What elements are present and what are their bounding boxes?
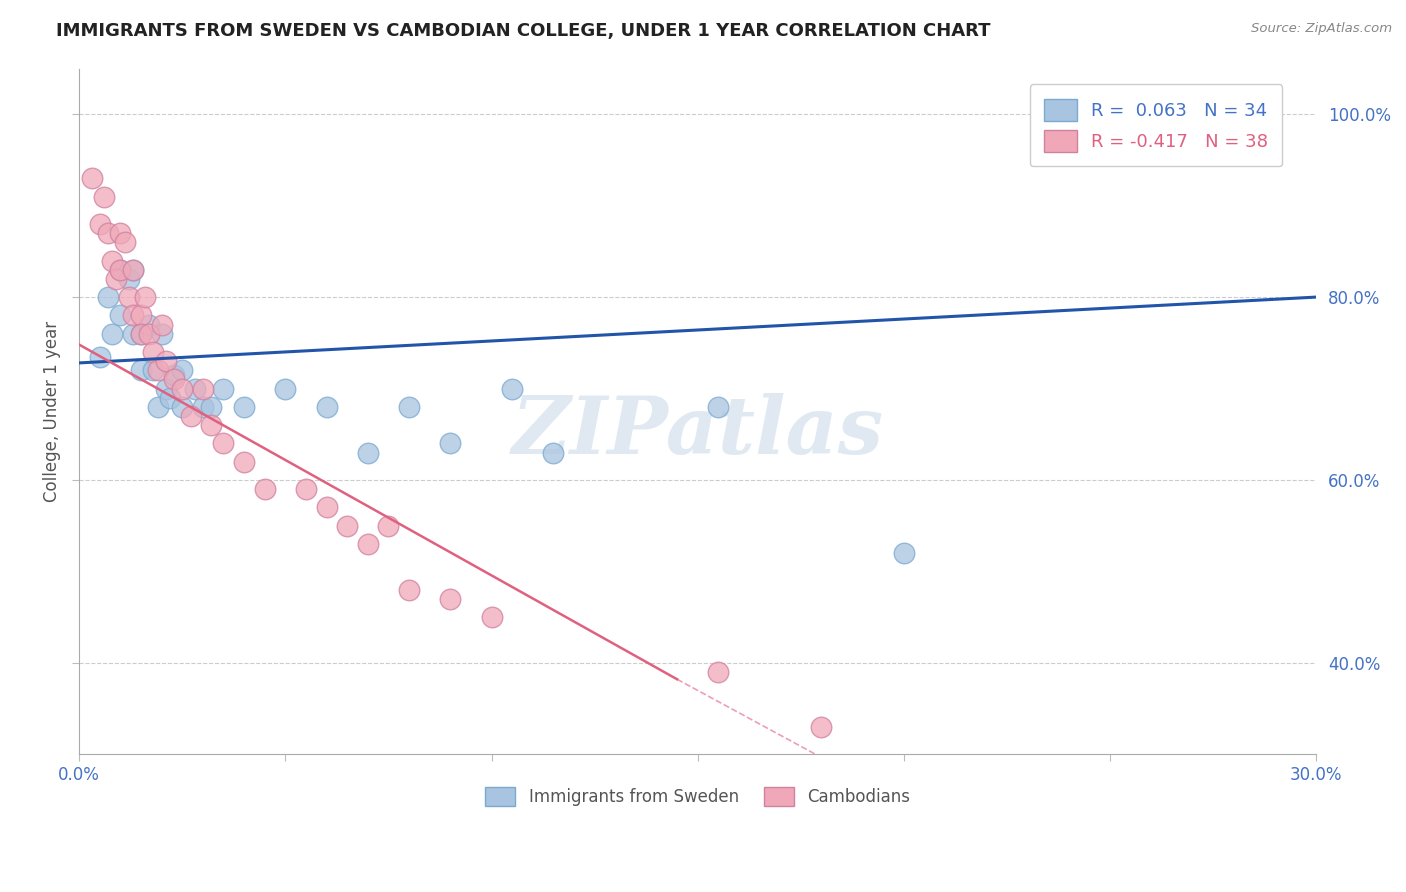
Point [179,409,201,423]
Text: IMMIGRANTS FROM SWEDEN VS CAMBODIAN COLLEGE, UNDER 1 YEAR CORRELATION CHART: IMMIGRANTS FROM SWEDEN VS CAMBODIAN COLL… [56,22,991,40]
Point [89,217,111,231]
Point [163,368,186,382]
Point [377,518,399,533]
Point [274,382,297,396]
Point [481,610,503,624]
Point [121,262,143,277]
Point [89,350,111,364]
Point [129,326,152,341]
Point [142,345,165,359]
Point [138,326,160,341]
Text: ZIPatlas: ZIPatlas [512,393,884,471]
Point [336,518,359,533]
Point [191,382,214,396]
Point [357,445,380,459]
Point [121,309,143,323]
Point [212,436,235,450]
Point [543,445,565,459]
Point [233,455,256,469]
Point [357,537,380,551]
Point [1222,116,1244,130]
Point [233,400,256,414]
Point [110,309,132,323]
Point [134,290,156,304]
Point [121,262,143,277]
Point [707,665,730,679]
Point [183,382,205,396]
Point [80,171,103,186]
Point [163,372,186,386]
Point [118,290,141,304]
Point [93,189,115,203]
Point [150,318,173,332]
Point [439,436,461,450]
Point [295,482,318,496]
Y-axis label: College, Under 1 year: College, Under 1 year [44,321,60,502]
Point [146,363,169,377]
Point [155,354,177,368]
Point [110,226,132,240]
Point [129,326,152,341]
Point [121,326,143,341]
Point [893,546,915,560]
Point [172,400,194,414]
Point [707,400,730,414]
Point [200,400,222,414]
Point [810,720,832,734]
Point [315,400,337,414]
Point [212,382,235,396]
Point [315,500,337,515]
Point [200,418,222,433]
Point [398,400,420,414]
Point [118,272,141,286]
Point [97,226,120,240]
Point [398,582,420,597]
Point [253,482,276,496]
Point [110,262,132,277]
Point [146,400,169,414]
Point [191,400,214,414]
Legend: Immigrants from Sweden, Cambodians: Immigrants from Sweden, Cambodians [477,779,918,814]
Point [129,363,152,377]
Point [97,290,120,304]
Point [129,309,152,323]
Point [172,363,194,377]
Text: Source: ZipAtlas.com: Source: ZipAtlas.com [1251,22,1392,36]
Point [114,235,136,250]
Point [501,382,523,396]
Point [150,326,173,341]
Point [101,326,124,341]
Point [155,382,177,396]
Point [142,363,165,377]
Point [110,262,132,277]
Point [138,318,160,332]
Point [439,591,461,606]
Point [101,253,124,268]
Point [172,382,194,396]
Point [159,391,181,405]
Point [105,272,128,286]
